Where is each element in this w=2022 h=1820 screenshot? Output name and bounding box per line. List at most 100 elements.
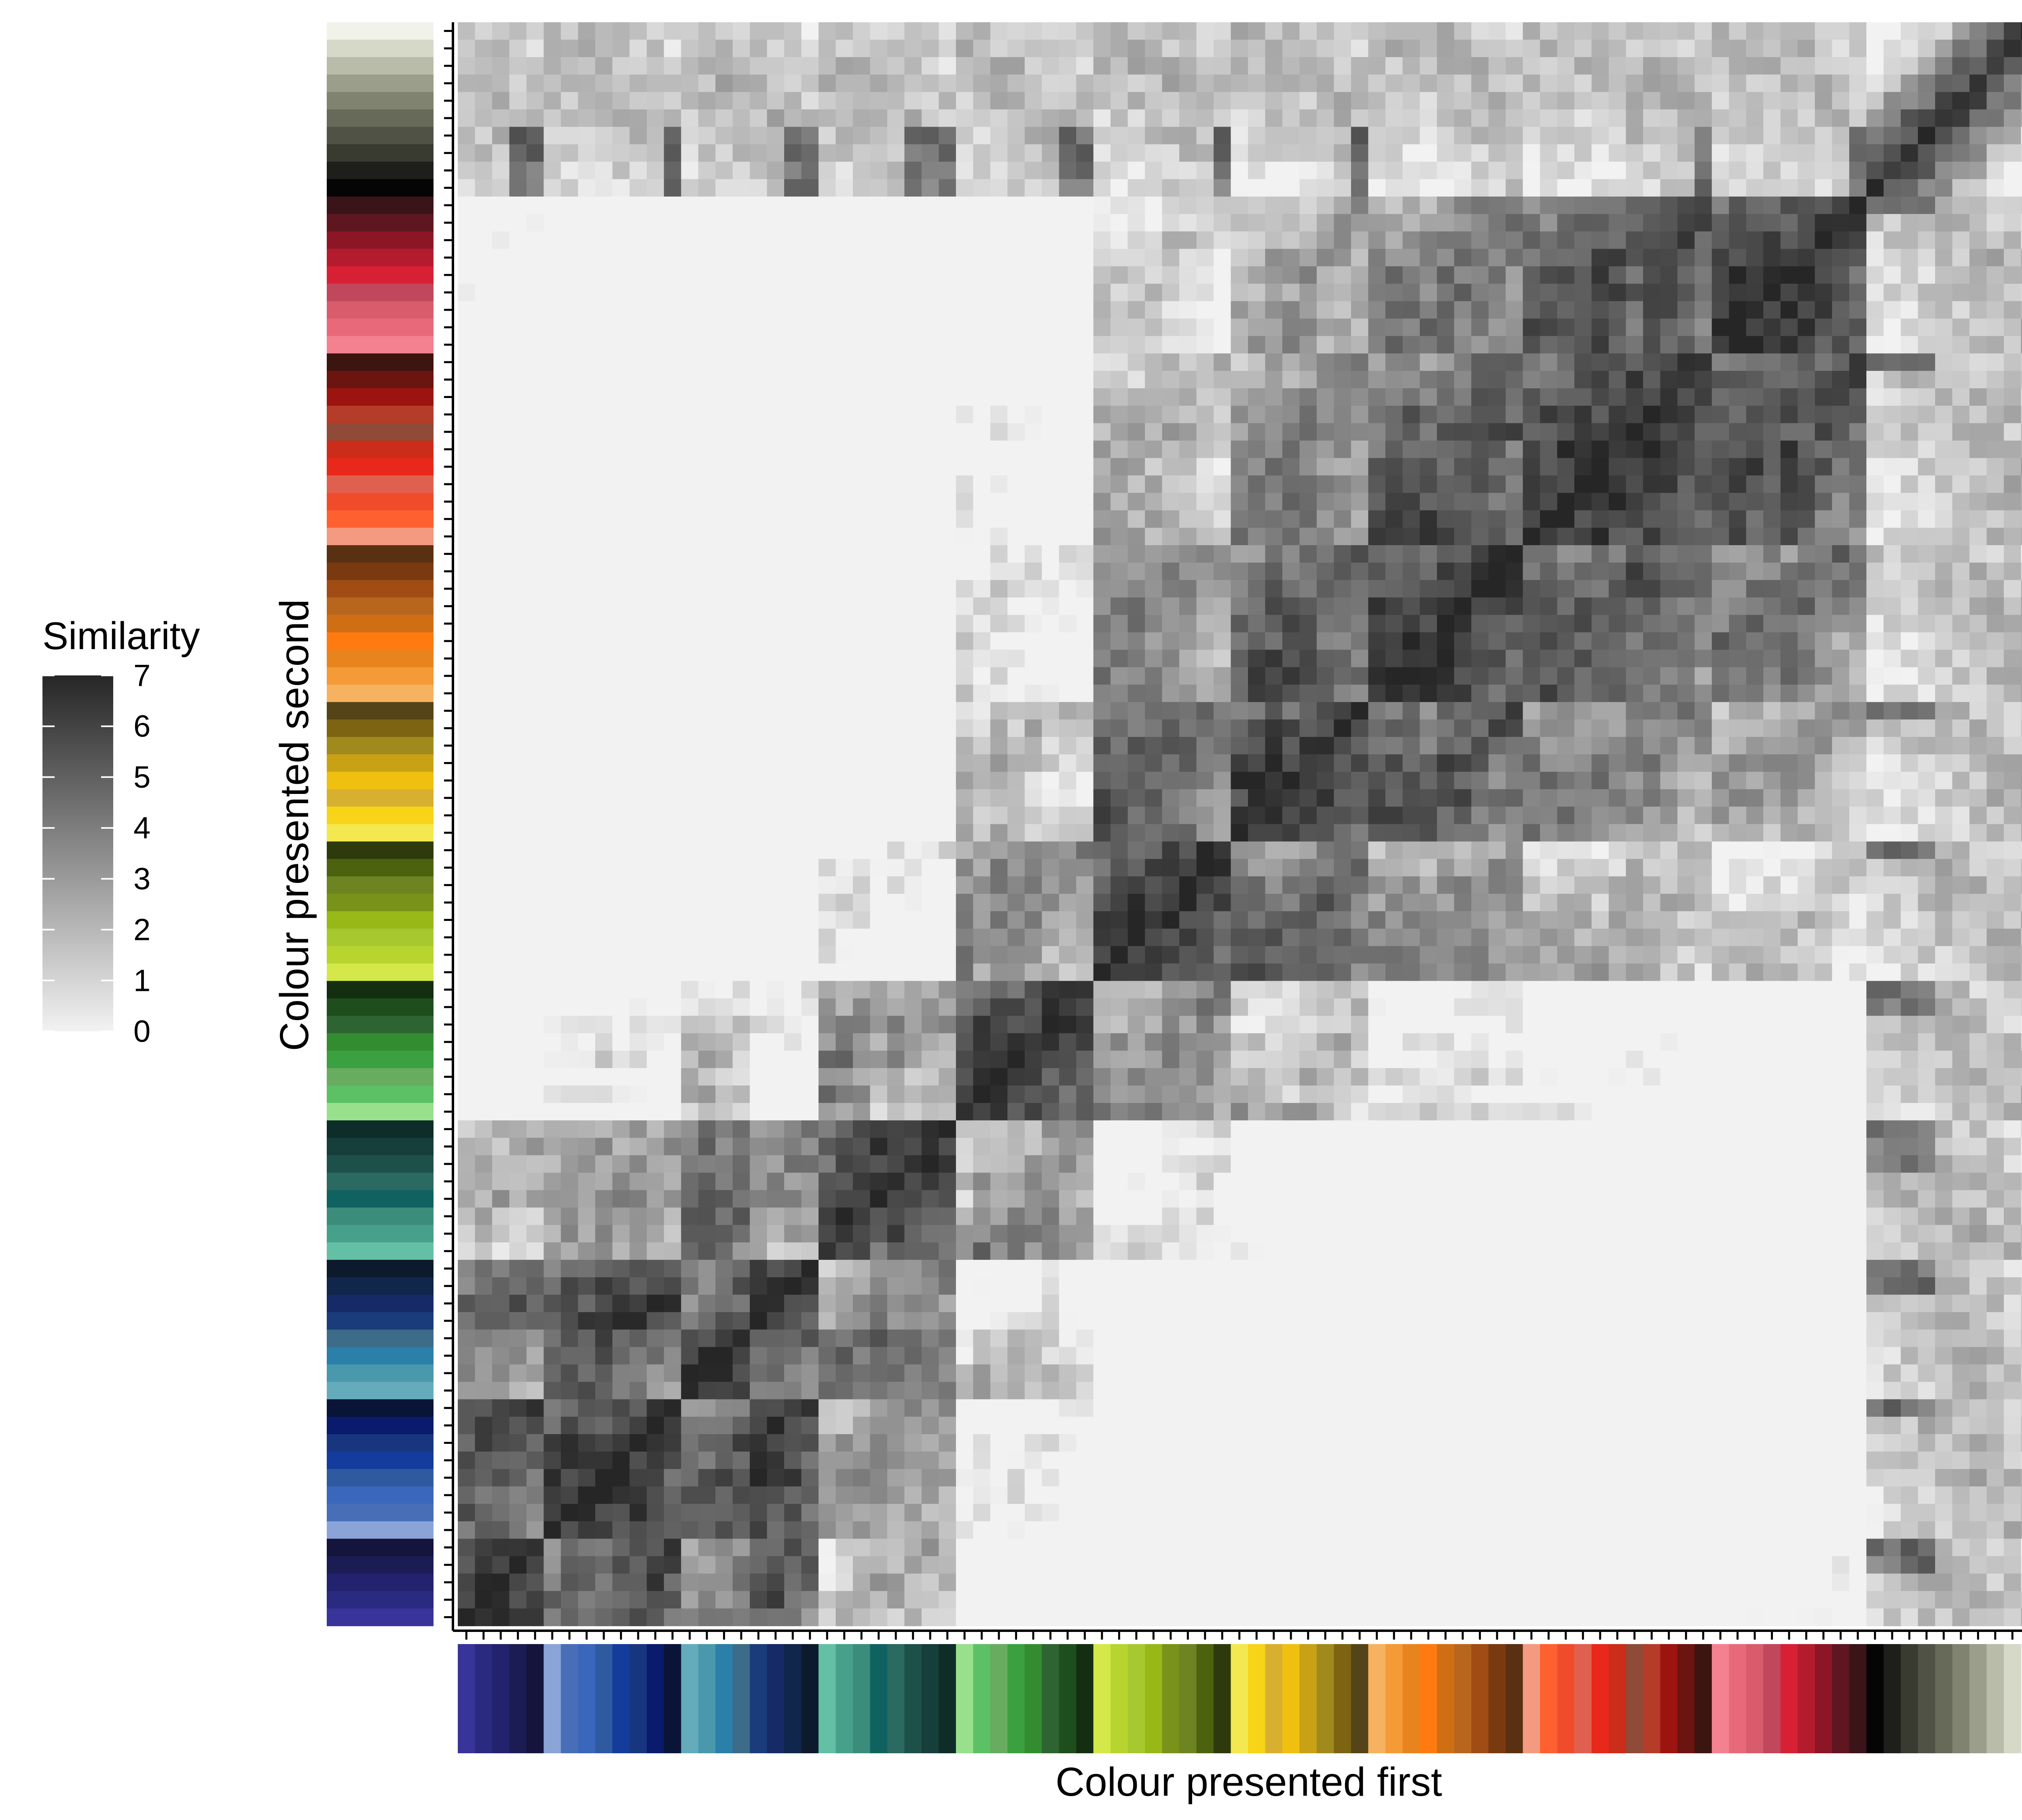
heatmap-cell (1626, 231, 1643, 249)
heatmap-cell (1935, 842, 1952, 859)
heatmap-cell (1299, 842, 1317, 859)
heatmap-cell (1248, 615, 1265, 633)
heatmap-cell (2004, 353, 2021, 371)
heatmap-cell (1368, 458, 1385, 476)
heatmap-cell (939, 859, 956, 877)
heatmap-cell (1815, 301, 1832, 319)
heatmap-cell (1093, 528, 1111, 546)
heatmap-cell (750, 109, 767, 127)
heatmap-cell (1884, 650, 1901, 668)
heatmap-cell (1282, 74, 1300, 92)
legend-colorbar (42, 675, 113, 1031)
heatmap-cell (1712, 824, 1729, 842)
heatmap-cell (1969, 806, 1987, 824)
y-colour-swatch (327, 1417, 434, 1435)
heatmap-cell (2004, 650, 2021, 668)
heatmap-cell (1299, 284, 1317, 301)
heatmap-cell (750, 667, 767, 685)
y-colour-swatch (327, 1103, 434, 1121)
heatmap-cell (836, 894, 853, 912)
heatmap-cell (1402, 806, 1420, 824)
heatmap-cell (1798, 476, 1815, 493)
heatmap-cell (1987, 894, 2004, 912)
heatmap-cell (1643, 197, 1660, 214)
heatmap-cell (2004, 301, 2021, 319)
heatmap-cell (1351, 580, 1368, 598)
heatmap-cell (990, 266, 1008, 284)
heatmap-cell (973, 737, 990, 755)
heatmap-cell (1145, 214, 1162, 232)
heatmap-cell (853, 597, 870, 615)
heatmap-cell (1454, 615, 1472, 633)
heatmap-cell (1145, 911, 1162, 929)
heatmap-cell (1334, 266, 1351, 284)
heatmap-cell (1299, 388, 1317, 406)
heatmap-cell (1231, 266, 1248, 284)
heatmap-cell (1093, 824, 1111, 842)
heatmap-cell (1506, 249, 1523, 267)
heatmap-cell (1763, 754, 1781, 772)
heatmap-cell (1093, 57, 1111, 75)
heatmap-cell (767, 545, 785, 563)
heatmap-cell (1609, 650, 1626, 668)
heatmap-cell (802, 528, 819, 546)
heatmap-cell (1025, 336, 1042, 354)
heatmap-cell (1523, 737, 1540, 755)
heatmap-cell (1162, 353, 1180, 371)
heatmap-cell (1952, 754, 1970, 772)
heatmap-cell (1677, 528, 1695, 546)
heatmap-cell (1677, 197, 1695, 214)
heatmap-cell (1540, 528, 1557, 546)
heatmap-cell (1901, 423, 1918, 441)
heatmap-cell (1248, 667, 1265, 685)
heatmap-cell (1025, 57, 1042, 75)
heatmap-cell (973, 476, 990, 493)
heatmap-cell (1128, 842, 1145, 859)
heatmap-cell (1935, 406, 1952, 423)
heatmap-cell (1334, 894, 1351, 912)
heatmap-cell (544, 371, 561, 389)
x-colour-swatch (1901, 1644, 1918, 1753)
heatmap-cell (1866, 772, 1884, 789)
heatmap-cell (767, 789, 785, 807)
heatmap-cell (1592, 493, 1609, 511)
heatmap-cell (1025, 458, 1042, 476)
heatmap-cell (1145, 789, 1162, 807)
heatmap-cell (1969, 92, 1987, 110)
heatmap-cell (1128, 109, 1145, 127)
heatmap-cell (1351, 650, 1368, 668)
heatmap-cell (1042, 632, 1059, 650)
heatmap-cell (1128, 57, 1145, 75)
heatmap-cell (733, 423, 750, 441)
heatmap-cell (544, 632, 561, 650)
heatmap-cell (853, 685, 870, 703)
heatmap-cell (1231, 458, 1248, 476)
heatmap-cell (1781, 92, 1798, 110)
heatmap-cell (750, 842, 767, 859)
heatmap-cell (527, 667, 544, 685)
heatmap-cell (1025, 423, 1042, 441)
heatmap-cell (664, 615, 681, 633)
heatmap-cell (870, 720, 887, 737)
heatmap-cell (1626, 650, 1643, 668)
y-colour-swatch (327, 510, 434, 528)
heatmap-cell (1592, 824, 1609, 842)
heatmap-cell (647, 580, 664, 598)
heatmap-cell (1523, 458, 1540, 476)
heatmap-cell (1317, 22, 1334, 40)
heatmap-cell (458, 440, 475, 458)
heatmap-cell (1437, 249, 1454, 267)
heatmap-cell (990, 476, 1008, 493)
heatmap-cell (1351, 109, 1368, 127)
heatmap-cell (561, 388, 578, 406)
heatmap-cell (1574, 894, 1592, 912)
heatmap-cell (1282, 789, 1300, 807)
heatmap-cell (973, 179, 990, 197)
heatmap-cell (733, 737, 750, 755)
heatmap-cell (630, 754, 647, 772)
heatmap-cell (1214, 650, 1231, 668)
heatmap-cell (1128, 458, 1145, 476)
heatmap-cell (1592, 353, 1609, 371)
heatmap-cell (1523, 580, 1540, 598)
legend-tick-label: 4 (133, 811, 150, 845)
